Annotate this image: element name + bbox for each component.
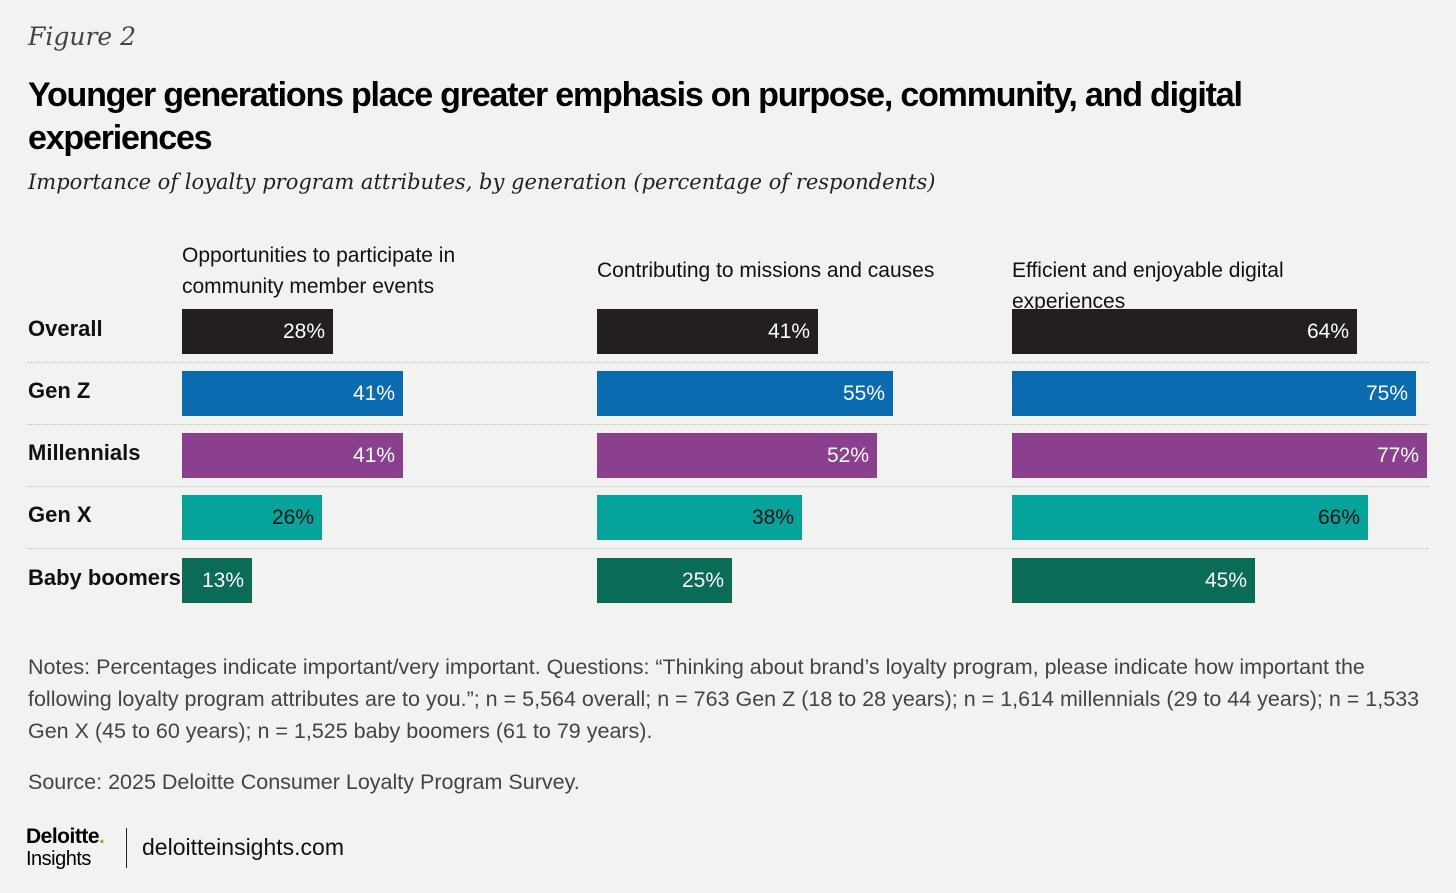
bar-value-label: 28% <box>282 320 325 343</box>
bar-baby-boomers-panel-1: 13% <box>182 558 252 603</box>
bar-value-label: 55% <box>842 382 885 405</box>
bar-value-label: 41% <box>767 320 810 343</box>
source-text: Source: 2025 Deloitte Consumer Loyalty P… <box>28 770 580 794</box>
panel-title-2: Contributing to missions and causes <box>597 259 935 282</box>
bar-value-label: 64% <box>1306 320 1349 343</box>
bar-gen-z-panel-3: 75% <box>1012 371 1416 416</box>
chart-subtitle: Importance of loyalty program attributes… <box>28 170 936 194</box>
row-divider <box>28 362 1428 363</box>
bar-baby-boomers-panel-3: 45% <box>1012 558 1255 603</box>
logo-separator <box>126 828 127 868</box>
bar-millennials-panel-1: 41% <box>182 433 403 478</box>
bar-value-label: 75% <box>1365 382 1408 405</box>
figure-label: Figure 2 <box>28 22 137 51</box>
logo-subtitle: Insights <box>26 848 91 870</box>
row-divider <box>28 486 1428 487</box>
bar-value-label: 66% <box>1317 506 1360 529</box>
bar-value-label: 45% <box>1204 569 1247 592</box>
bar-gen-x-panel-1: 26% <box>182 495 322 540</box>
bar-value-label: 41% <box>352 382 395 405</box>
row-divider <box>28 424 1428 425</box>
bar-value-label: 25% <box>681 569 724 592</box>
bar-millennials-panel-2: 52% <box>597 433 877 478</box>
bar-baby-boomers-panel-2: 25% <box>597 558 732 603</box>
bar-overall-panel-2: 41% <box>597 309 818 354</box>
panel-title-1: Opportunities to participate in communit… <box>182 244 456 298</box>
notes-text: Notes: Percentages indicate important/ve… <box>28 655 1420 743</box>
bar-value-label: 52% <box>826 444 869 467</box>
bar-gen-x-panel-3: 66% <box>1012 495 1368 540</box>
bar-gen-z-panel-1: 41% <box>182 371 403 416</box>
bar-value-label: 38% <box>751 506 794 529</box>
bar-overall-panel-1: 28% <box>182 309 333 354</box>
row-label-gen-z: Gen Z <box>28 378 91 403</box>
row-label-overall: Overall <box>28 316 103 341</box>
panel-title-3: Efficient and enjoyable digital experien… <box>1012 259 1284 313</box>
bar-gen-x-panel-2: 38% <box>597 495 802 540</box>
bar-value-label: 13% <box>201 569 244 592</box>
site-link[interactable]: deloitteinsights.com <box>142 834 344 860</box>
chart-title: Younger generations place greater emphas… <box>28 76 1243 157</box>
bar-value-label: 77% <box>1376 444 1419 467</box>
bar-value-label: 26% <box>271 506 314 529</box>
deloitte-logo[interactable]: Deloitte. Insights <box>26 825 105 871</box>
bar-gen-z-panel-2: 55% <box>597 371 893 416</box>
row-label-millennials: Millennials <box>28 440 141 465</box>
bar-overall-panel-3: 64% <box>1012 309 1357 354</box>
row-divider <box>28 548 1428 549</box>
logo-green-dot: . <box>99 825 105 848</box>
bar-millennials-panel-3: 77% <box>1012 433 1427 478</box>
row-label-baby-boomers: Baby boomers <box>28 565 181 590</box>
bar-value-label: 41% <box>352 444 395 467</box>
logo-wordmark: Deloitte <box>26 825 100 848</box>
row-label-gen-x: Gen X <box>28 502 92 527</box>
